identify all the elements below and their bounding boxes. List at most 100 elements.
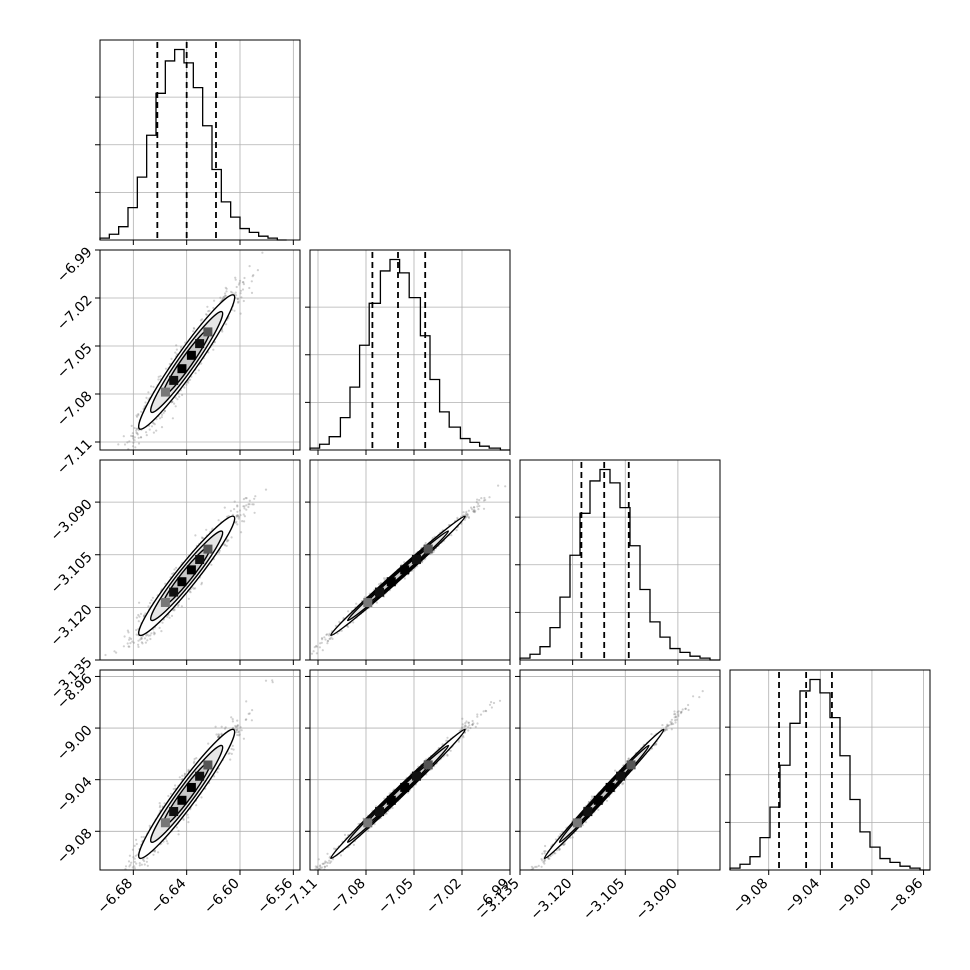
sample-point [118, 469, 120, 471]
sample-point [139, 638, 142, 641]
sample-point [236, 297, 239, 300]
sample-point [315, 652, 318, 655]
sample-point [131, 432, 134, 435]
sample-point [472, 510, 475, 513]
sample-point [157, 378, 160, 381]
sample-point [321, 638, 324, 641]
sample-point [355, 602, 358, 605]
sample-point [173, 608, 176, 611]
sample-point [160, 416, 163, 419]
sample-point [236, 514, 239, 517]
density-core [169, 587, 179, 597]
sample-point [315, 645, 318, 648]
sample-point [130, 637, 133, 641]
sample-point [466, 514, 469, 517]
sample-point [205, 313, 208, 316]
sample-point [127, 645, 130, 648]
sample-point [128, 636, 131, 640]
sample-point [241, 520, 244, 523]
sample-point [140, 637, 143, 640]
density-core [203, 544, 213, 554]
density-core [363, 598, 373, 608]
sample-point [261, 251, 264, 254]
sample-point [140, 410, 143, 413]
sample-point [133, 865, 136, 868]
sample-point [131, 445, 135, 448]
sample-point [135, 838, 138, 841]
density-core [400, 565, 410, 575]
sample-point [238, 281, 241, 284]
sample-point [254, 495, 257, 498]
sample-point [132, 437, 135, 440]
sample-point [242, 505, 245, 508]
sample-point [483, 496, 486, 500]
density-core [203, 327, 213, 337]
sample-point [223, 295, 226, 299]
sample-point [477, 508, 480, 511]
sample-point [170, 614, 174, 618]
sample-point [217, 735, 220, 738]
sample-point [212, 306, 215, 310]
sample-point [472, 510, 475, 513]
sample-point [223, 727, 227, 730]
sample-point [152, 431, 155, 434]
sample-point [175, 566, 178, 569]
sample-point [135, 876, 137, 878]
sample-point [221, 330, 224, 333]
sample-point [113, 650, 116, 653]
sample-point [137, 442, 141, 445]
sample-point [171, 400, 174, 403]
sample-point [133, 857, 136, 860]
sample-point [474, 509, 477, 513]
axes-frame [729, 669, 931, 871]
sample-point [237, 517, 240, 520]
sample-point [200, 362, 203, 365]
sample-point [136, 432, 139, 435]
sample-point [143, 614, 146, 617]
sample-point [192, 326, 195, 330]
sample-point [482, 507, 486, 510]
sample-point [153, 423, 156, 426]
sample-point [237, 734, 241, 737]
sample-point [219, 296, 222, 299]
sample-point [231, 291, 234, 294]
sample-point [470, 506, 473, 509]
sample-point [126, 629, 129, 632]
sample-point [186, 813, 189, 816]
sample-point [193, 757, 196, 761]
sample-point [237, 515, 240, 518]
sample-point [136, 433, 139, 436]
sample-point [233, 500, 236, 503]
sample-point [131, 640, 134, 643]
sample-point [236, 523, 239, 526]
sample-point [213, 299, 216, 302]
sample-point [142, 835, 145, 839]
sample-point [250, 291, 254, 294]
sample-point [149, 637, 152, 641]
sample-point [119, 666, 121, 668]
sample-point [135, 427, 138, 430]
sample-point [117, 443, 120, 446]
sample-point [208, 309, 211, 312]
sample-point [465, 512, 468, 515]
sample-point [347, 625, 350, 629]
sample-point [504, 485, 507, 488]
sample-point [347, 610, 350, 613]
density-core [160, 387, 170, 397]
sample-point [182, 818, 185, 821]
sample-point [237, 283, 240, 286]
sample-point [236, 510, 239, 513]
sample-point [234, 521, 237, 524]
sample-point [128, 645, 131, 648]
sample-point [147, 634, 150, 637]
sample-point [338, 620, 341, 624]
sample-point [251, 503, 254, 506]
density-core [423, 544, 433, 554]
density-core [386, 577, 396, 587]
sample-point [157, 375, 160, 378]
sample-point [253, 511, 256, 514]
histogram-bars [99, 48, 287, 241]
sample-point [234, 278, 237, 281]
sample-point [185, 383, 188, 386]
sample-point [236, 719, 239, 722]
